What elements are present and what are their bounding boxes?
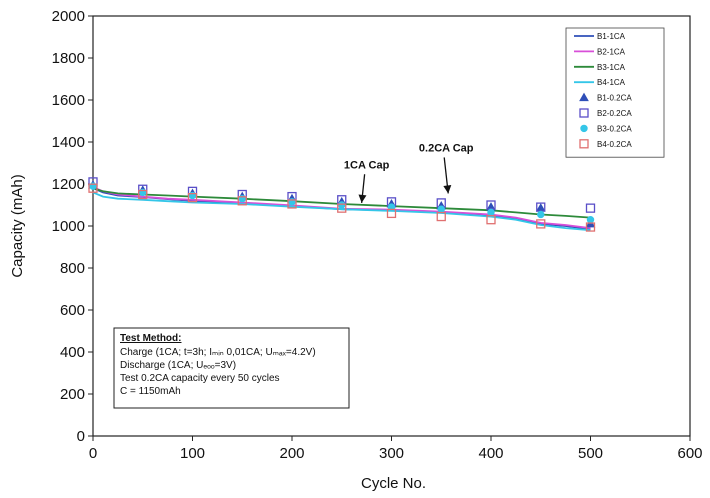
y-tick-label: 1800 — [52, 50, 85, 67]
legend-swatch — [579, 108, 589, 118]
test-method-line: Charge (1CA; t=3h; Iₘᵢₙ 0,01CA; Uₘₐₓ=4.2… — [120, 347, 316, 358]
series-line — [92, 187, 591, 219]
legend-item: B1-0.2CA — [579, 92, 632, 103]
y-axis-title: Capacity (mAh) — [9, 174, 26, 277]
legend-swatch — [579, 92, 589, 102]
x-tick-label: 100 — [180, 445, 205, 462]
legend-box — [565, 27, 665, 158]
data-point — [287, 199, 297, 209]
legend-item: B4-0.2CA — [579, 139, 632, 149]
annotation-label: 1CA Cap — [344, 159, 390, 171]
legend-label: B1-1CA — [597, 32, 626, 41]
test-method-frame — [113, 327, 350, 409]
y-tick-label: 1400 — [52, 134, 85, 151]
test-method-box: Test Method: Charge (1CA; t=3h; Iₘᵢₙ 0,01… — [113, 327, 350, 409]
legend-label: B3-1CA — [597, 63, 626, 72]
legend-item: B3-1CA — [574, 63, 626, 72]
y-tick-label: 600 — [60, 302, 85, 319]
legend-label: B3-0.2CA — [597, 124, 632, 133]
x-tick-label: 400 — [478, 445, 503, 462]
legend-label: B4-1CA — [597, 78, 626, 87]
data-point — [436, 211, 446, 222]
legend-item: B1-1CA — [574, 32, 626, 41]
series-b3-0-2ca — [89, 182, 595, 224]
legend-swatch — [580, 124, 588, 133]
series-b3-1ca — [92, 187, 591, 219]
data-point — [586, 216, 595, 224]
data-point — [437, 205, 445, 213]
x-tick-label: 0 — [89, 445, 97, 462]
test-method-title: Test Method: — [120, 333, 181, 344]
legend: B1-1CA B2-1CA B3-1CA B4-1CA B1-0.2CA B2-0.2CA… — [565, 27, 665, 158]
legend-label: B2-1CA — [597, 47, 626, 56]
y-tick-label: 1000 — [52, 218, 85, 235]
data-point — [187, 192, 198, 203]
data-point — [88, 183, 98, 193]
data-point — [237, 196, 247, 206]
data-point — [387, 203, 396, 211]
data-point — [585, 222, 596, 232]
arrowhead — [358, 194, 367, 203]
series-b4-1ca — [92, 191, 591, 232]
data-point — [585, 203, 596, 213]
y-tick-label: 2000 — [52, 8, 85, 25]
x-axis-title: Cycle No. — [361, 475, 426, 492]
legend-label: B1-0.2CA — [597, 94, 632, 103]
series-b4-0-2ca — [88, 183, 596, 232]
x-tick-label: 600 — [677, 445, 702, 462]
y-tick-label: 1600 — [52, 92, 85, 109]
x-tick-label: 300 — [379, 445, 404, 462]
legend-item: B2-0.2CA — [579, 108, 632, 118]
annotation: 0.2CA Cap — [419, 142, 474, 194]
legend-label: B2-0.2CA — [597, 109, 632, 118]
annotation-label: 0.2CA Cap — [419, 142, 474, 154]
data-point — [386, 208, 397, 219]
y-tick-label: 1200 — [52, 176, 85, 193]
x-tick-label: 500 — [578, 445, 603, 462]
data-point — [337, 203, 347, 213]
legend-label: B4-0.2CA — [597, 140, 632, 149]
x-tick-label: 200 — [279, 445, 304, 462]
legend-item: B3-0.2CA — [580, 124, 632, 133]
legend-item: B4-1CA — [574, 78, 626, 87]
y-tick-label: 800 — [60, 260, 85, 277]
legend-item: B2-1CA — [574, 47, 626, 56]
y-tick-label: 200 — [60, 386, 85, 403]
arrowhead — [443, 185, 452, 194]
data-point — [487, 208, 495, 217]
test-method-line: Test 0.2CA capacity every 50 cycles — [120, 373, 280, 384]
data-point — [536, 219, 546, 229]
y-tick-label: 400 — [60, 344, 85, 361]
data-point — [535, 203, 546, 212]
annotation: 1CA Cap — [344, 159, 390, 203]
y-tick-label: 0 — [77, 428, 85, 445]
data-point — [486, 215, 496, 225]
test-method-line: C = 1150mAh — [120, 386, 181, 397]
legend-swatch — [579, 139, 589, 149]
data-point — [537, 210, 545, 219]
test-method-line: Discharge (1CA; Uₑₒₒ=3V) — [120, 360, 236, 371]
series-line — [92, 191, 591, 232]
data-point — [138, 189, 148, 200]
data-point — [338, 201, 346, 209]
